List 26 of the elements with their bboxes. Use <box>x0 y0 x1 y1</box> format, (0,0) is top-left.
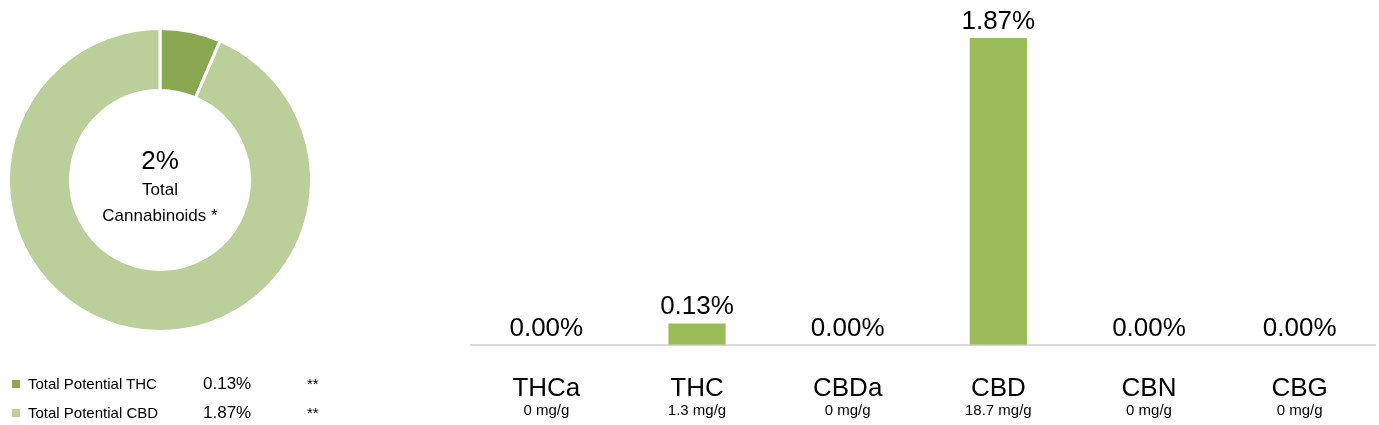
data-label: 1.87% <box>203 402 253 423</box>
data-label: 0.13% <box>660 290 734 321</box>
x-tick-label: CBG <box>1271 371 1328 402</box>
text: 0 mg/g <box>824 400 871 418</box>
legend-label: Total Potential CBD <box>28 404 160 421</box>
text: 1.3 mg/g <box>667 400 727 418</box>
data-label: 0.13% <box>203 373 253 394</box>
text: ** <box>307 404 319 421</box>
text: 18.7 mg/g <box>964 400 1032 418</box>
x-tick-label: CBDa <box>812 371 883 402</box>
data-label: 0.00% <box>810 311 885 342</box>
text: ** <box>307 375 319 392</box>
text: 2% <box>141 145 179 176</box>
text: Total Cannabinoids * <box>102 179 219 225</box>
data-label: 0.00% <box>1112 311 1186 342</box>
data-label: 0.00% <box>1262 311 1337 342</box>
data-label: 1.87% <box>961 5 1036 35</box>
text: 0 mg/g <box>1126 400 1172 418</box>
x-tick-label: CBN <box>1121 371 1177 402</box>
data-label: 0.00% <box>509 311 584 342</box>
x-tick-label: THCa <box>512 371 581 402</box>
x-tick-label: CBD <box>970 371 1026 402</box>
text: 0 mg/g <box>1276 400 1323 418</box>
x-tick-label: THC <box>670 371 724 402</box>
text: 0 mg/g <box>523 400 570 418</box>
legend-label: Total Potential THC <box>28 375 158 392</box>
